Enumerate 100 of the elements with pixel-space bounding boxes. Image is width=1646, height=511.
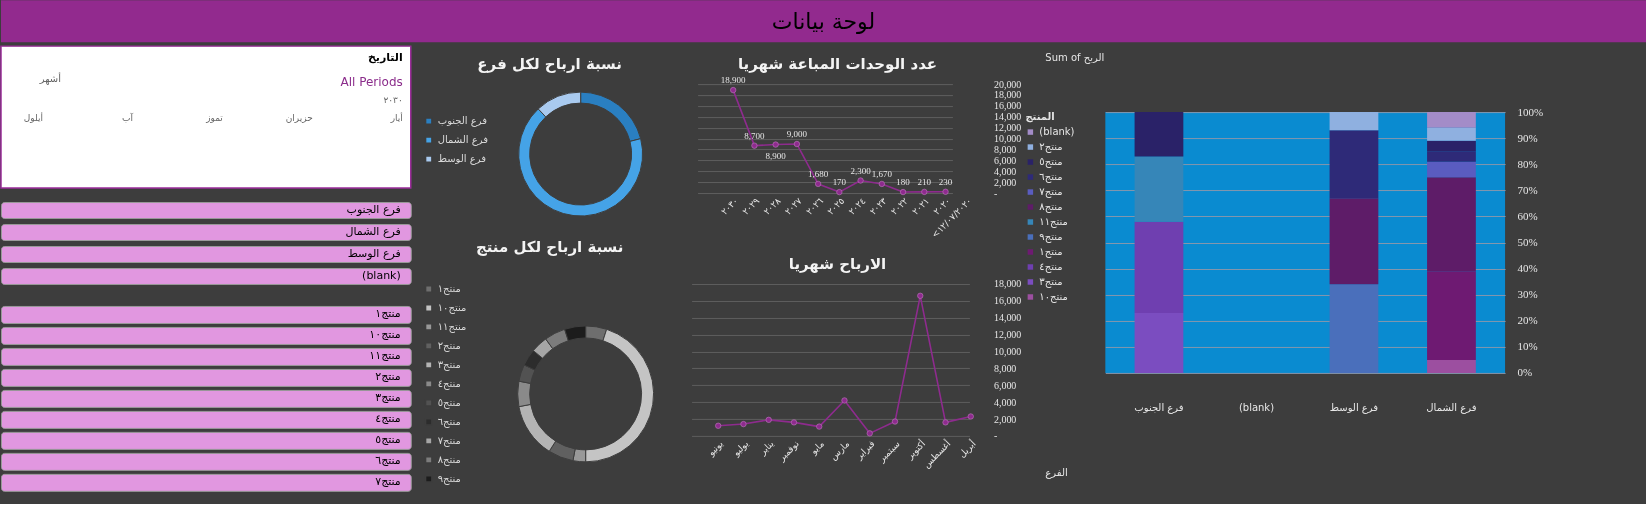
y-tick-label: 12,000 bbox=[993, 122, 1022, 134]
legend-title: المنتج bbox=[1025, 111, 1055, 124]
data-label: 1,680 bbox=[808, 168, 829, 179]
legend-label: منتج٦ bbox=[1039, 171, 1063, 184]
text: فرع الشمال bbox=[345, 225, 401, 239]
legend-label: منتج٩ bbox=[437, 472, 461, 485]
legend-label: منتج٥ bbox=[1039, 156, 1063, 169]
data-label: 18,900 bbox=[720, 75, 747, 86]
y-tick-label: - bbox=[993, 430, 998, 442]
legend-label: فرع الوسط bbox=[437, 153, 487, 166]
y-tick-label: 4,000 bbox=[993, 165, 1017, 177]
legend-label: منتج٣ bbox=[1039, 275, 1063, 288]
legend-label: (blank) bbox=[1039, 126, 1075, 138]
y-tick-label: 50% bbox=[1517, 236, 1538, 248]
bar bbox=[1427, 140, 1476, 152]
bar bbox=[1134, 156, 1184, 222]
y-tick-label: 100% bbox=[1517, 105, 1544, 118]
data-label: 8,700 bbox=[744, 130, 766, 141]
text: الفرع bbox=[1045, 466, 1068, 479]
data-label: 230 bbox=[938, 176, 953, 187]
chart-title: عدد الوحدات المباعة شهريا bbox=[737, 55, 938, 74]
y-tick-label: 16,000 bbox=[993, 295, 1022, 307]
y-tick-label: 18,000 bbox=[993, 89, 1022, 101]
y-tick-label: 2,000 bbox=[993, 413, 1017, 425]
bar bbox=[1134, 312, 1184, 373]
y-tick-label: 20% bbox=[1517, 314, 1538, 327]
data-label: 1,670 bbox=[871, 168, 893, 179]
bar bbox=[1134, 221, 1184, 313]
text: تموز bbox=[205, 113, 224, 124]
bar bbox=[1329, 130, 1379, 199]
bar bbox=[1134, 112, 1184, 157]
bar bbox=[1427, 177, 1476, 272]
text: التاريخ bbox=[367, 51, 403, 65]
data-label: 210 bbox=[917, 176, 932, 187]
y-tick-label: 4,000 bbox=[993, 396, 1017, 408]
point bbox=[740, 421, 747, 428]
bar bbox=[1329, 112, 1379, 131]
legend-label: منتج٧ bbox=[437, 434, 461, 447]
x-tick-label: ٢٠٢٧ bbox=[783, 195, 804, 217]
bar bbox=[1329, 198, 1379, 285]
y-tick-label: 6,000 bbox=[993, 379, 1017, 391]
legend-label: منتج٥ bbox=[437, 396, 461, 409]
text: حزيران bbox=[285, 113, 313, 124]
x-tick-label: مارس bbox=[828, 438, 852, 462]
point bbox=[942, 188, 949, 195]
y-tick-label: 12,000 bbox=[993, 329, 1022, 341]
text: All Periods bbox=[340, 75, 403, 90]
legend-label: منتج٧ bbox=[1039, 186, 1063, 199]
point bbox=[730, 87, 737, 94]
legend-label: منتج١١ bbox=[437, 320, 467, 333]
legend-label: منتج٨ bbox=[1039, 201, 1063, 214]
legend-label: فرع الشمال bbox=[437, 134, 489, 147]
x-tick-label: يونيو bbox=[705, 438, 726, 459]
point bbox=[967, 413, 974, 420]
point bbox=[841, 397, 848, 404]
legend-label: منتج١٠ bbox=[1039, 290, 1068, 303]
y-tick-label: 30% bbox=[1517, 288, 1538, 301]
y-tick-label: 80% bbox=[1517, 157, 1538, 170]
text: أيار bbox=[389, 112, 403, 124]
text: ٢٠٣٠ bbox=[383, 95, 403, 106]
x-tick-label: يناير bbox=[756, 438, 776, 458]
point bbox=[942, 419, 949, 426]
text: منتج٢ bbox=[375, 370, 401, 384]
y-tick-label: 0% bbox=[1517, 366, 1533, 379]
point bbox=[715, 422, 722, 429]
bar bbox=[1427, 359, 1476, 373]
x-tick-label: يوليو bbox=[730, 438, 751, 459]
x-tick-label: نوفمبر bbox=[775, 438, 801, 464]
legend-label: منتج٤ bbox=[437, 377, 461, 390]
text: آب bbox=[121, 112, 134, 124]
text: منتج٤ bbox=[375, 412, 401, 426]
x-tick-label: ٢٠٢٦ bbox=[804, 195, 826, 217]
text: (blank) bbox=[362, 268, 401, 282]
x-tick-label: ٢٠٢٩ bbox=[740, 195, 762, 217]
point bbox=[917, 292, 924, 299]
legend-label: منتج٦ bbox=[437, 415, 461, 428]
y-tick-label: 90% bbox=[1517, 131, 1538, 144]
legend-label: منتج٤ bbox=[1039, 260, 1063, 273]
x-tick-label: ٢٠٢٢ bbox=[889, 195, 911, 217]
x-tick-label: فرع الجنوب bbox=[1134, 402, 1184, 415]
point bbox=[816, 423, 823, 430]
y-tick-label: 18,000 bbox=[993, 278, 1022, 290]
chart-title: الارباح شهريا bbox=[788, 254, 887, 273]
x-tick-label: فرع الوسط bbox=[1329, 402, 1379, 415]
point bbox=[921, 188, 928, 195]
text: لوحة بيانات bbox=[771, 9, 876, 35]
point bbox=[751, 142, 758, 149]
data-label: 8,900 bbox=[765, 150, 787, 161]
text: أشهر bbox=[38, 72, 62, 86]
text: منتج٣ bbox=[375, 391, 401, 405]
y-tick-label: 8,000 bbox=[993, 362, 1017, 374]
y-tick-label: 70% bbox=[1517, 183, 1538, 196]
data-label: 2,300 bbox=[850, 165, 872, 176]
y-tick-label: 2,000 bbox=[993, 176, 1017, 188]
x-tick-label: ٢٠٢٨ bbox=[761, 195, 783, 217]
chart-title: نسبة ارباح لكل منتج bbox=[475, 238, 624, 256]
point bbox=[765, 416, 772, 423]
bar bbox=[1329, 284, 1379, 373]
text: منتج١ bbox=[375, 307, 401, 321]
x-tick-label: ٢٠٢٤ bbox=[846, 195, 868, 217]
